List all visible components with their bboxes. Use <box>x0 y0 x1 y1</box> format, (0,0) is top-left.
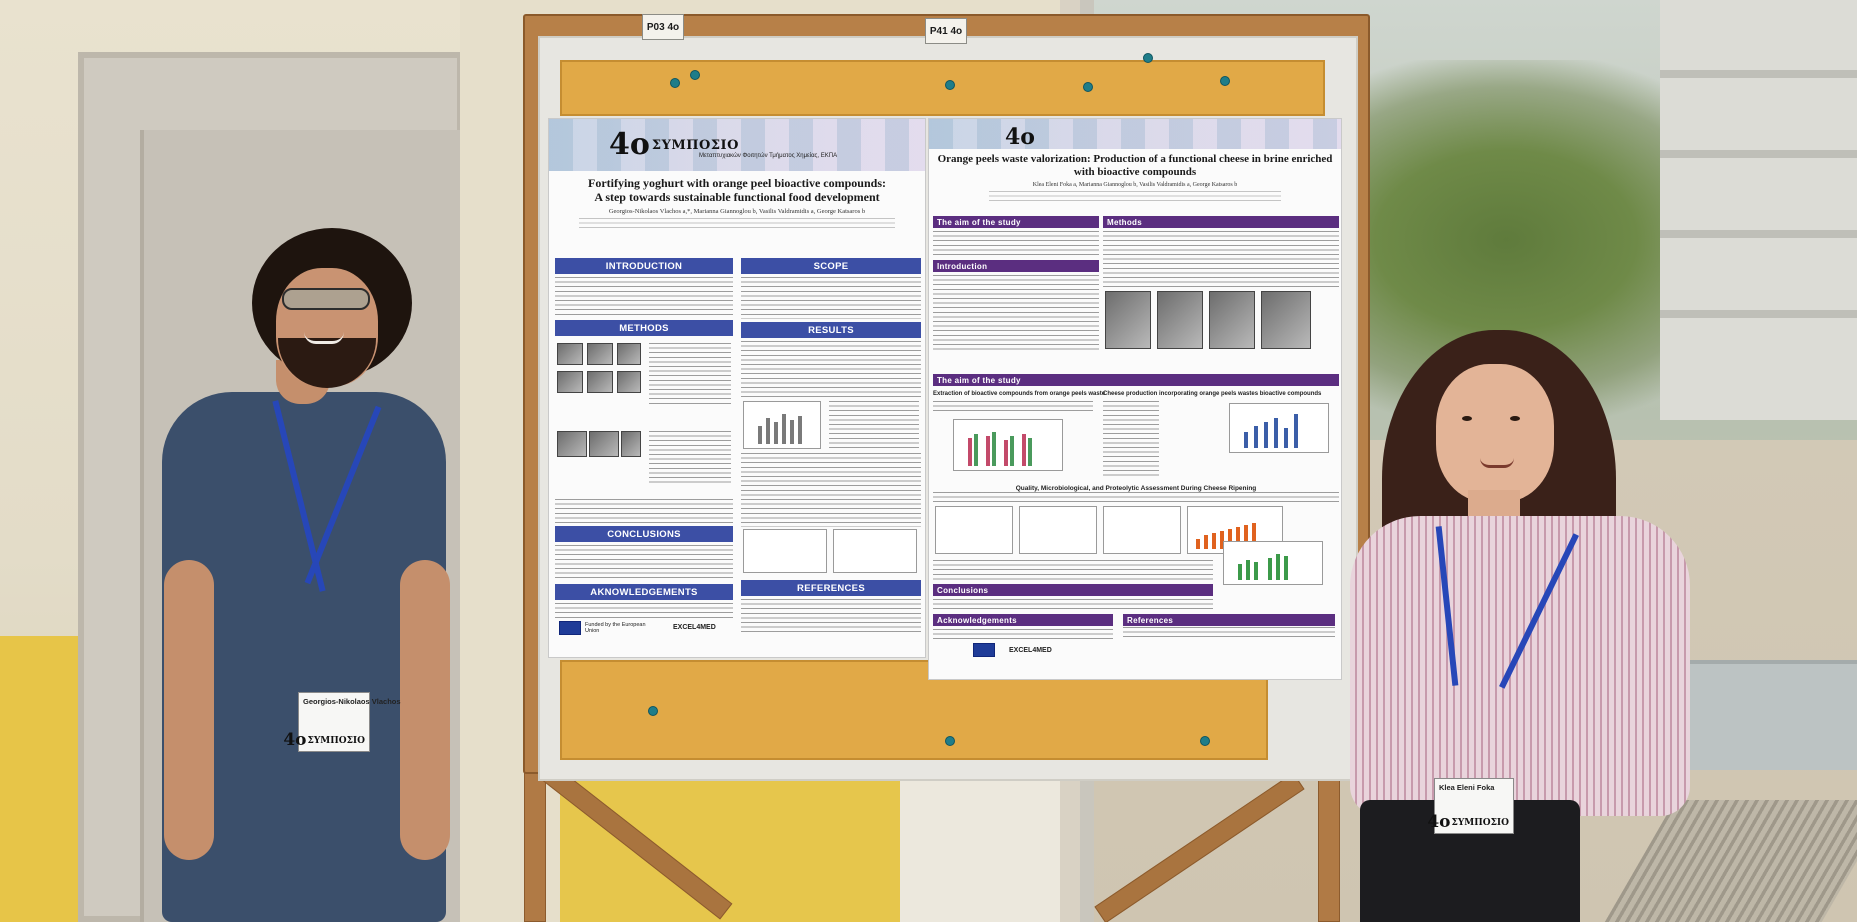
section-results: RESULTS <box>741 322 921 338</box>
section-conclusions: Conclusions <box>933 584 1213 596</box>
white-wall-panel <box>900 760 1060 922</box>
right-column: SCOPE RESULTS REFERENCES <box>741 255 921 633</box>
name-badge: Georgios-Nikolaos Vlachos 4o ΣΥΜΠΟΣΙΟ <box>283 692 401 752</box>
subhead-cheese: Cheese production incorporating orange p… <box>1103 391 1322 397</box>
section-introduction: INTRODUCTION <box>555 258 733 274</box>
section-references: References <box>1123 614 1335 626</box>
name-badge: Klea Eleni Foka 4o ΣΥΜΠΟΣΙΟ <box>1427 778 1514 834</box>
push-pin <box>648 706 658 716</box>
sensory-chart <box>1223 541 1323 585</box>
poster-authors: Klea Eleni Foka a, Marianna Giannoglou b… <box>1032 182 1238 189</box>
poster-number-tag: P41 4o <box>925 18 967 44</box>
middle-block: The aim of the study Extraction of bioac… <box>933 371 1339 580</box>
cork-strip-bottom <box>560 660 1268 760</box>
push-pin <box>670 78 680 88</box>
poster-title: Fortifying yoghurt with orange peel bioa… <box>588 176 886 204</box>
results-chart <box>833 529 917 573</box>
eu-flag-icon <box>559 621 581 635</box>
top-right-column: Methods <box>1103 213 1339 353</box>
subhead-quality: Quality, Microbiological, and Proteolyti… <box>1015 485 1257 492</box>
striped-shirt <box>1350 516 1690 816</box>
presenter-left: Georgios-Nikolaos Vlachos 4o ΣΥΜΠΟΣΙΟ <box>150 220 460 922</box>
poster-cheese: 4o Orange peels waste valorization: Prod… <box>928 118 1342 680</box>
ripening-chart <box>1019 506 1097 554</box>
method-photo <box>557 343 583 365</box>
poster-yoghurt: 4o ΣΥΜΠΟΣΙΟ Μεταπτυχιακών Φοιτητών Τμήμα… <box>548 118 926 658</box>
push-pin <box>945 736 955 746</box>
method-photo <box>617 343 641 365</box>
method-photo <box>617 371 641 393</box>
section-methods: METHODS <box>555 320 733 336</box>
push-pin <box>1143 53 1153 63</box>
push-pin <box>1220 76 1230 86</box>
section-scope: SCOPE <box>741 258 921 274</box>
phenolic-chart <box>1229 403 1329 453</box>
yellow-wall-panel <box>560 760 900 922</box>
ripening-chart <box>1103 506 1181 554</box>
poster-title: Orange peels waste valorization: Product… <box>937 153 1333 178</box>
symposium-logo: 4o <box>1005 124 1035 150</box>
face <box>1436 364 1554 502</box>
section-aim-2: The aim of the study <box>933 374 1339 386</box>
subhead-extraction: Extraction of bioactive compounds from o… <box>933 391 1106 397</box>
bioactivity-chart <box>953 419 1063 471</box>
section-methods: Methods <box>1103 216 1339 228</box>
eye <box>1462 416 1472 421</box>
cheese-photo <box>1261 291 1311 349</box>
push-pin <box>1083 82 1093 92</box>
results-chart <box>743 529 827 573</box>
bottom-block: Conclusions Acknowledgements EXCEL4MED R… <box>933 541 1339 661</box>
poster-number-tag: P03 4o <box>642 14 684 40</box>
results-chart <box>743 401 821 449</box>
section-conclusions: CONCLUSIONS <box>555 526 733 542</box>
smile <box>1480 458 1514 468</box>
method-photo <box>587 371 613 393</box>
section-aim: The aim of the study <box>933 216 1099 228</box>
top-left-column: The aim of the study Introduction <box>933 213 1099 351</box>
method-photo <box>557 371 583 393</box>
section-references: REFERENCES <box>741 580 921 596</box>
smile <box>304 332 344 344</box>
push-pin <box>690 70 700 80</box>
yoghurt-photo <box>621 431 641 457</box>
funded-by-label: Funded by the European Union <box>585 622 646 635</box>
glasses <box>282 288 370 310</box>
cork-strip-top <box>560 60 1325 116</box>
cheese-photo <box>1209 291 1255 349</box>
symposium-subtitle: Μεταπτυχιακών Φοιτητών Τμήματος Χημείας,… <box>699 153 838 159</box>
poster-header: 4o <box>929 119 1341 149</box>
yoghurt-photo <box>589 431 619 457</box>
excel4med-logo: EXCEL4MED <box>673 624 716 631</box>
section-introduction: Introduction <box>933 260 1099 272</box>
eye <box>1510 416 1520 421</box>
presenter-right: Klea Eleni Foka 4o ΣΥΜΠΟΣΙΟ <box>1350 330 1700 922</box>
building-facade <box>1660 0 1857 420</box>
push-pin <box>1200 736 1210 746</box>
cheese-photo <box>1105 291 1151 349</box>
left-arm <box>164 560 214 860</box>
cheese-photo <box>1157 291 1203 349</box>
section-acknowledgements: AKNOWLEDGEMENTS <box>555 584 733 600</box>
ripening-chart <box>935 506 1013 554</box>
symposium-logo: 4o ΣΥΜΠΟΣΙΟ <box>609 127 739 162</box>
method-photo <box>587 343 613 365</box>
right-arm <box>400 560 450 860</box>
yoghurt-photo <box>557 431 587 457</box>
poster-authors: Georgios-Nikolaos Vlachos a,*, Marianna … <box>608 207 866 215</box>
section-acknowledgements: Acknowledgements <box>933 614 1113 626</box>
window-railing <box>1690 660 1857 770</box>
eu-flag-icon <box>973 643 995 657</box>
excel4med-logo: EXCEL4MED <box>1009 647 1052 654</box>
left-column: INTRODUCTION METHODS CONCLUSIONS AKNOWLE… <box>555 255 733 637</box>
poster-header: 4o ΣΥΜΠΟΣΙΟ Μεταπτυχιακών Φοιτητών Τμήμα… <box>549 119 925 171</box>
push-pin <box>945 80 955 90</box>
